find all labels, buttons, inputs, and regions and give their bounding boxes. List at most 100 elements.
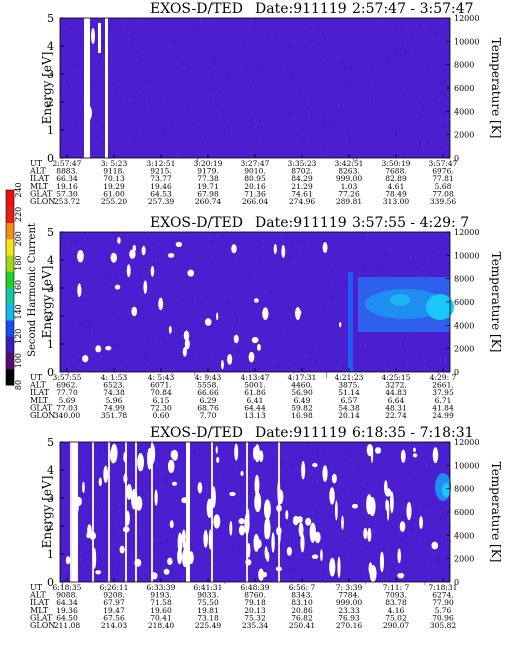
heatmap-cell [235,76,237,81]
heatmap-cell [408,532,410,536]
gap-blob [181,529,186,544]
gap-column [246,442,248,582]
heatmap-cell [394,353,396,358]
gap-column [135,442,137,582]
heatmap-cell [393,80,395,85]
table-cell: 19.29 [103,182,125,191]
table-cell: 3875. [338,381,359,390]
heatmap-cell [371,527,373,534]
heatmap-cell [81,322,83,328]
table-cell: 3272. [385,381,406,390]
heatmap-cell [116,457,118,462]
y-tick-label: 5 [47,226,54,239]
heatmap-cell [305,532,306,540]
colorbar-tick-label: 160 [14,280,23,295]
gap-blob [234,443,239,461]
colorbar-tick-label: 240 [14,182,23,197]
heatmap-cell [331,21,333,26]
table-cell: 24.99 [432,411,454,420]
heatmap-cell [239,489,240,496]
heatmap-cell [384,518,386,525]
gap-blob [77,283,82,298]
heatmap-cell [348,451,349,457]
row-label: ALT [29,591,46,600]
table-cell: 257.39 [148,197,174,206]
gap-blob [258,450,264,463]
heatmap-cell [113,80,115,87]
heatmap-cell [267,353,269,358]
table-cell: 9193. [150,591,171,600]
heatmap-cell [411,47,413,52]
heatmap-cell [119,543,121,550]
gap-blob [329,487,335,505]
table-cell: 4: 5:43 [148,373,175,382]
heatmap-cell [261,120,263,128]
colorbar-swatch [6,271,14,288]
gap-column [278,442,280,582]
table-cell: 67.97 [103,598,125,607]
heatmap-cell [145,109,147,114]
heatmap-cell [364,343,366,349]
heatmap-cell [426,139,428,145]
heatmap-cell [389,58,390,65]
row-label: MLT [30,396,49,405]
gap-blob [182,347,187,357]
row-label: GLAT [30,403,53,412]
table-cell: 61.86 [244,388,266,397]
heatmap-cell [304,105,306,109]
heatmap-cell [103,276,105,281]
heatmap-cell [218,471,220,478]
heatmap-cell [192,22,194,27]
y-tick-label: 0 [47,576,54,589]
heatmap-cell [170,457,171,462]
heatmap-cell [117,275,118,282]
heatmap-cell [337,103,339,107]
heatmap-cell [151,99,152,103]
table-cell: 74.61 [291,189,312,198]
gap-blob [254,492,262,513]
gap-blob [170,450,176,459]
heatmap-cell [283,236,285,242]
heatmap-cell [387,460,389,468]
heatmap-cell [290,109,291,112]
gap-blob [400,449,406,463]
colorbar-swatch [6,206,14,223]
colorbar-swatch [6,190,14,207]
heatmap-cell [177,69,179,76]
heatmap-cell [161,461,163,464]
heatmap-cell [220,314,222,318]
table-cell: 6:33:39 [147,583,176,592]
heatmap-cell [345,64,346,71]
table-cell: 20.16 [244,182,266,191]
heatmap-cell [370,461,372,466]
table-cell: 9118. [103,167,124,176]
table-cell: 7:18:31 [429,583,458,592]
heatmap-cell [152,91,154,95]
heatmap-cell [188,66,190,70]
heatmap-cell [86,536,88,543]
heatmap-cell [260,69,262,74]
gap-blob [247,542,251,558]
heatmap-cell [402,154,404,158]
heatmap-cell [235,116,237,122]
heatmap-cell [234,466,236,473]
gap-blob [262,307,269,320]
table-cell: 66.66 [197,388,219,397]
colorbar-swatch [6,352,14,370]
heatmap-cell [146,235,148,241]
heatmap-cell [335,572,336,580]
heatmap-cell [216,235,218,241]
heatmap-cell [142,487,144,493]
heatmap-cell [409,255,411,259]
heatmap-cell [186,119,188,123]
heatmap-cell [66,331,68,339]
heatmap-cell [151,339,153,345]
row-label: ILAT [30,174,50,183]
colorbar: Second Harmonic Current 80 100 120 140 160 18… [5,182,38,390]
gap-blob [251,336,259,344]
heatmap-cell [394,24,395,29]
row-label: MLT [30,182,49,191]
heatmap-cell [169,295,170,301]
heatmap-cell [133,569,135,577]
heatmap-cell [323,147,325,151]
